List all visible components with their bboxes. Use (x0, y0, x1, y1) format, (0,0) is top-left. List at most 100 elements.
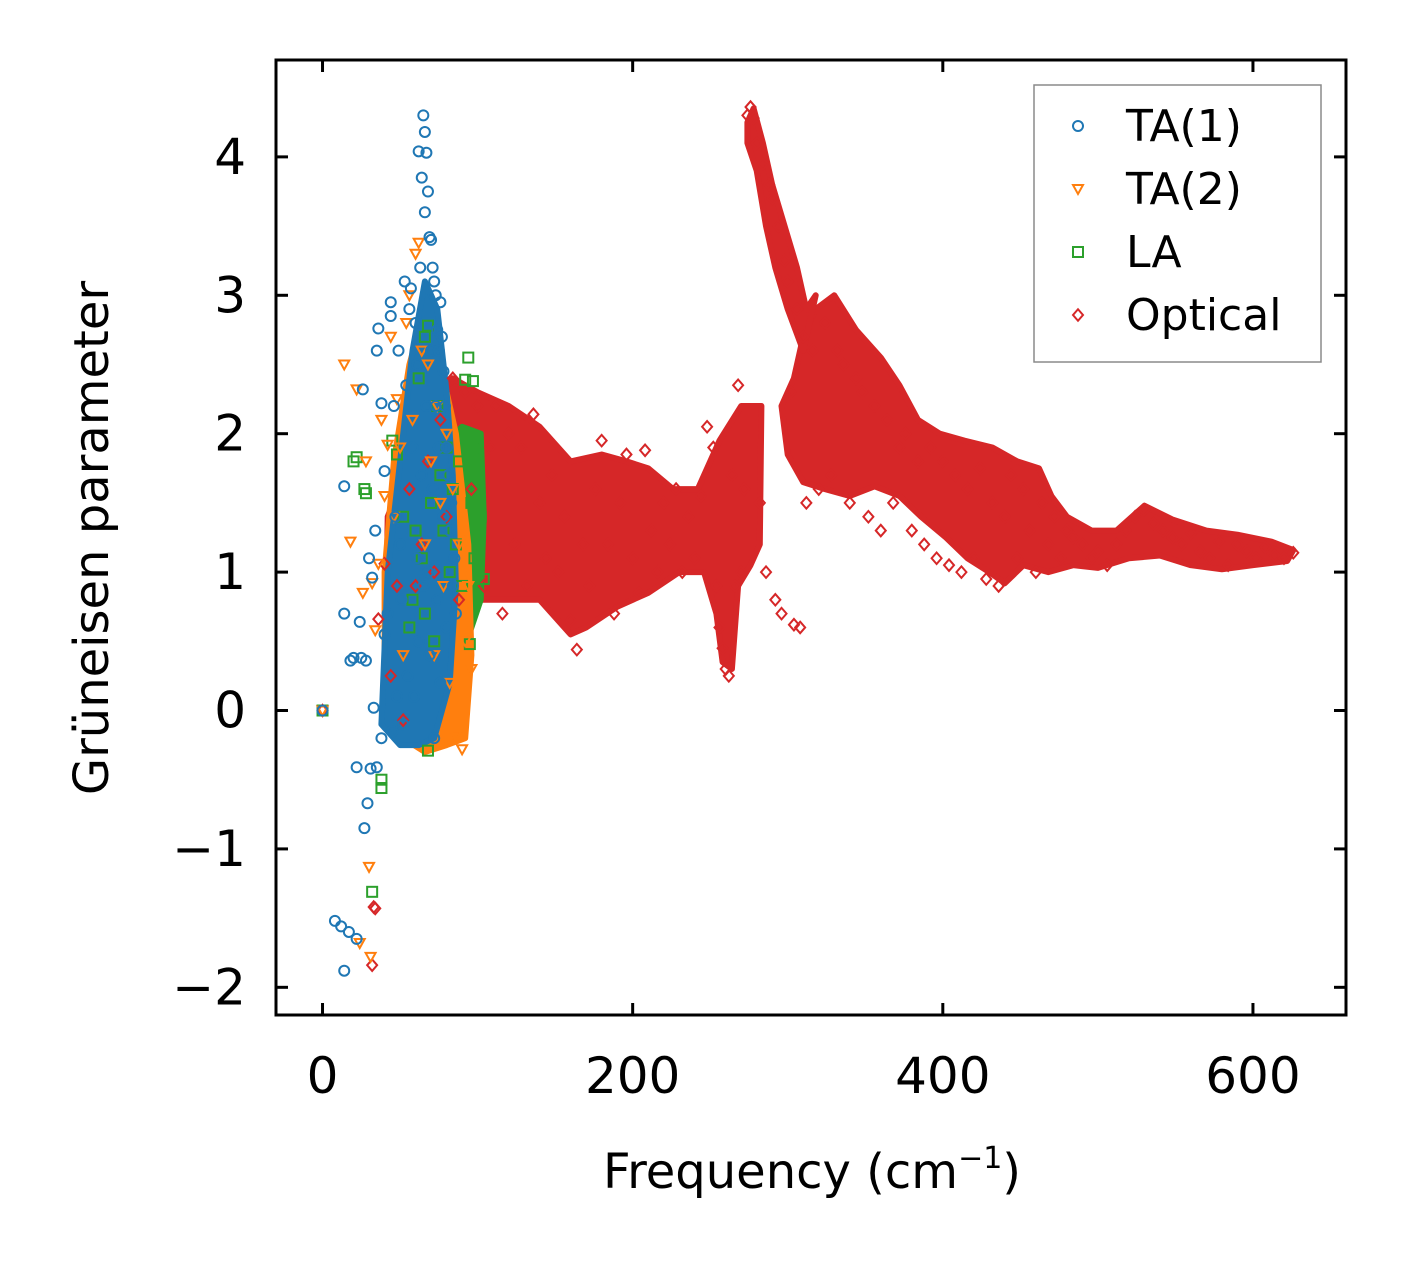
data-point-optical (849, 371, 863, 386)
data-point-la (418, 607, 431, 620)
data-point-optical (868, 398, 881, 414)
data-point-ta1 (387, 400, 400, 413)
data-point-optical (564, 613, 577, 628)
data-point-optical (796, 329, 810, 345)
data-point-ta1 (437, 510, 450, 523)
plot-frame (274, 58, 1348, 1017)
data-point-optical (520, 578, 534, 594)
data-point-ta1 (411, 358, 424, 371)
data-point-optical (458, 384, 472, 400)
data-point-ta1 (412, 635, 425, 648)
data-point-optical (831, 343, 844, 358)
data-point-optical (1066, 530, 1080, 545)
data-point-optical (595, 433, 608, 448)
dense-point-clouds (378, 105, 1297, 755)
data-point-ta1 (448, 552, 461, 565)
data-point-ta1 (361, 797, 374, 810)
data-point-optical (1100, 557, 1114, 573)
data-point-ta1 (397, 718, 410, 731)
data-point-optical (710, 578, 723, 594)
data-point-ta1 (409, 316, 422, 329)
data-point-optical (728, 578, 742, 594)
data-point-ta1 (449, 607, 462, 620)
data-point-optical (967, 550, 981, 566)
data-point-ta2 (399, 317, 413, 331)
data-point-ta2 (337, 359, 351, 372)
data-point-ta1 (369, 524, 382, 537)
data-point-optical (539, 550, 553, 566)
data-point-ta1 (412, 145, 425, 158)
data-point-optical (446, 371, 460, 386)
data-point-optical (508, 537, 522, 552)
data-point-optical (706, 440, 720, 455)
data-point-ta2 (415, 345, 429, 358)
data-point-ta2 (349, 384, 364, 397)
data-point-optical (551, 564, 565, 580)
data-point-ta1 (417, 579, 430, 592)
data-point-ta1 (403, 303, 416, 316)
x-tick-label: 0 (307, 1047, 339, 1105)
data-point-ta1 (390, 690, 403, 703)
data-point-ta2 (390, 394, 404, 407)
data-point-ta1 (443, 524, 456, 537)
data-point-optical (1212, 534, 1226, 549)
data-point-optical (620, 447, 633, 462)
data-point-optical (688, 550, 702, 566)
data-point-optical (1010, 550, 1024, 566)
data-point-ta1 (434, 296, 447, 309)
data-point-ta1 (417, 109, 430, 122)
y-tick-label: 3 (214, 266, 246, 324)
data-point-optical (483, 440, 497, 455)
data-point-ta1 (411, 552, 424, 565)
data-point-optical (558, 509, 571, 525)
data-point-optical (812, 481, 826, 497)
data-point-ta1 (363, 552, 376, 565)
data-point-ta1 (384, 310, 397, 323)
data-point-optical (527, 407, 540, 422)
data-point-optical (775, 606, 788, 621)
data-point-ta2 (427, 650, 441, 663)
data-point-optical (694, 488, 708, 504)
scatter-points (315, 99, 1300, 977)
data-point-ta1 (358, 822, 371, 835)
y-tick-label: 1 (214, 543, 246, 601)
data-point-ta1 (440, 441, 453, 454)
data-point-optical (765, 191, 779, 206)
data-point-ta2 (458, 636, 472, 649)
data-point-ta2 (380, 439, 395, 452)
data-point-optical (496, 606, 509, 621)
data-point-ta1 (432, 344, 445, 357)
data-point-optical (1240, 544, 1254, 559)
data-point-ta1 (425, 344, 438, 357)
data-point-optical (917, 537, 931, 552)
data-point-optical (403, 481, 416, 497)
data-point-ta1 (392, 344, 405, 357)
data-point-optical (911, 454, 925, 469)
data-point-ta2 (356, 587, 370, 600)
x-tick-label: 400 (895, 1047, 990, 1105)
data-point-la (443, 566, 456, 579)
data-point-optical (948, 467, 962, 483)
data-point-ta1 (408, 690, 421, 703)
data-point-optical (1128, 509, 1142, 525)
data-point-optical (772, 218, 785, 234)
data-point-la (468, 552, 481, 565)
data-point-optical (452, 592, 466, 608)
y-tick-label: 0 (214, 682, 246, 740)
data-point-ta2 (446, 484, 460, 497)
data-point-optical (434, 412, 447, 428)
data-point-ta1 (370, 344, 383, 357)
data-point-optical (806, 343, 819, 358)
data-point-ta2 (449, 730, 463, 743)
data-point-optical (1175, 537, 1188, 552)
data-point-optical (893, 440, 906, 455)
data-point-optical (862, 509, 875, 525)
data-point-optical (756, 156, 770, 172)
data-point-optical (421, 454, 435, 469)
data-point-ta1 (418, 125, 431, 138)
data-point-optical (942, 557, 956, 573)
data-point-optical (1286, 545, 1300, 560)
data-point-ta1 (428, 275, 441, 288)
data-point-optical (440, 509, 453, 525)
data-point-optical (589, 481, 602, 497)
